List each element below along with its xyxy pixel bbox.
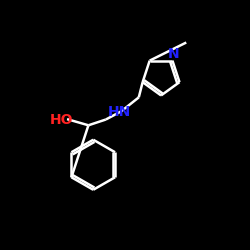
Text: N: N (168, 47, 179, 61)
Text: HN: HN (108, 105, 131, 119)
Text: HO: HO (50, 112, 73, 126)
